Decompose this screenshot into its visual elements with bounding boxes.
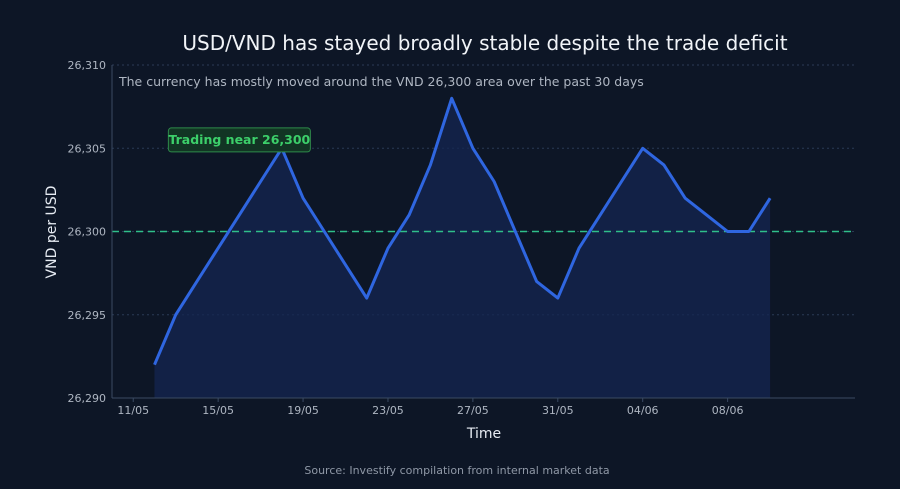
x-tick-label: 04/06: [627, 404, 659, 417]
series-area: [154, 98, 771, 399]
annotation-box: [167, 127, 311, 153]
x-tick-label: 31/05: [542, 404, 574, 417]
x-tick-label: 08/06: [712, 404, 744, 417]
y-axis-ticks: 26,290 26,295 26,300 26,305 26,310: [68, 59, 107, 405]
annotation: Trading near 26,300: [167, 127, 311, 153]
x-tick-label: 27/05: [457, 404, 489, 417]
series-line: [153, 96, 772, 366]
y-axis-title: VND per USD: [44, 186, 60, 279]
y-tick-label: 26,290: [68, 392, 107, 405]
annotation-text: Trading near 26,300: [168, 132, 310, 147]
x-tick-label: 11/05: [117, 404, 149, 417]
chart-subtitle: The currency has mostly moved around the…: [118, 74, 644, 89]
x-axis-title: Time: [466, 426, 501, 442]
y-tick-label: 26,300: [68, 226, 107, 239]
x-tick-label: 19/05: [287, 404, 319, 417]
source-note: Source: Investify compilation from inter…: [304, 464, 609, 477]
x-tick-label: 15/05: [202, 404, 234, 417]
y-tick-label: 26,305: [68, 142, 107, 155]
chart-title: USD/VND has stayed broadly stable despit…: [182, 31, 787, 55]
y-tick-label: 26,310: [68, 59, 107, 72]
x-tick-label: 23/05: [372, 404, 404, 417]
y-tick-label: 26,295: [68, 309, 107, 322]
x-axis-ticks: 11/05 15/05 19/05 23/05 27/05 31/05 04/06 08/06: [117, 398, 743, 417]
